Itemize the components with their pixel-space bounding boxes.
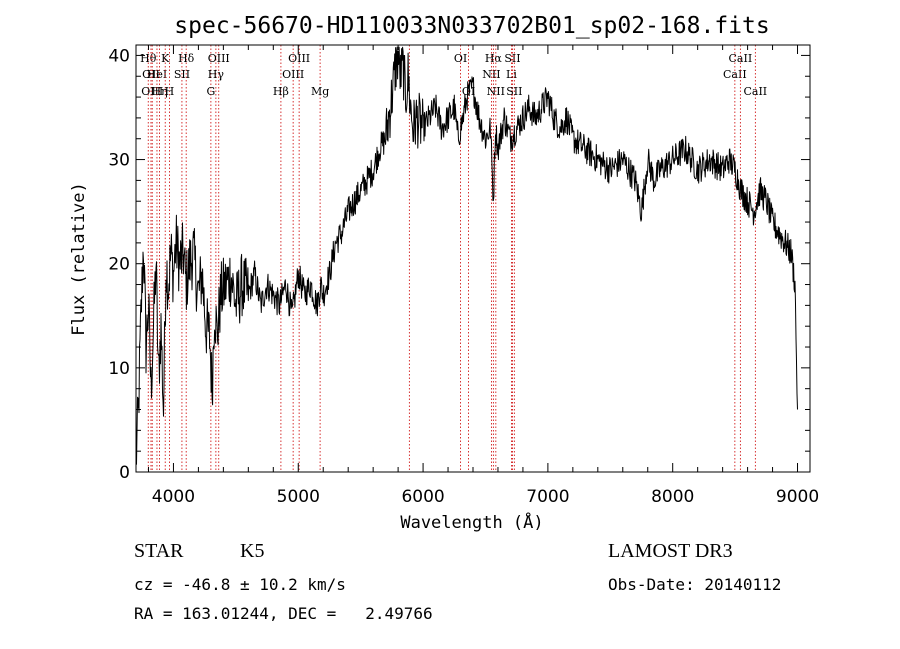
spectral-line-label: HeI [147,68,167,81]
y-axis-label: Flux (relative) [69,182,89,336]
x-tick-label: 6000 [401,487,444,507]
y-tick-label: 20 [108,255,130,275]
chart-title: spec-56670-HD110033N033702B01_sp02-168.f… [174,13,769,39]
axes: 4000 5000 6000 7000 8000 9000 0 10 20 30 40 [108,44,819,507]
spectral-line-label: Hθ [140,52,157,65]
spectral-line-label: CaII [729,52,753,65]
x-axis-label: Wavelength (Å) [400,511,543,533]
spectral-line-label: OIII [288,52,310,65]
spectral-line-label: OIII [141,85,163,98]
plot-frame [135,44,811,473]
class-label: STAR [134,540,184,562]
spectral-line-label: CaII [723,68,747,81]
y-tick-label: 0 [119,463,130,483]
line-markers: Hθ OII OIII HeI Hη K H SII Hδ G Hγ OIII Hβ OIII OIII Mg… [140,45,767,472]
spectral-line-label: OIII [208,52,230,65]
spectral-line-label: H [165,85,175,98]
spectral-line-label: Hδ [178,52,195,65]
spectral-line-label: Hη [151,85,167,98]
spectral-line-label: OII [142,68,160,81]
spectral-line-label: Mg [311,85,329,98]
x-tick-label: 5000 [277,487,320,507]
coordinates-text: RA = 163.01244, DEC = 2.49766 [134,604,433,623]
spectral-line-label: Hβ [273,85,289,98]
spectral-line-label: G [206,85,215,98]
spectral-line-label: Hγ [208,68,225,81]
spectral-line-label: OIII [282,68,304,81]
spectral-line-label: CaII [743,85,767,98]
redshift-text: cz = -46.8 ± 10.2 km/s [134,575,346,594]
y-tick-label: 40 [108,46,130,66]
spectral-line-label: SII [174,68,190,81]
obs-date-text: Obs-Date: 20140112 [608,575,782,594]
spectral-line-label: K [161,52,170,65]
spectral-line-label: OI [454,52,467,65]
spectral-line-label: Li [506,68,517,81]
x-tick-label: 7000 [526,487,569,507]
y-tick-label: 10 [108,359,130,379]
survey-label: LAMOST DR3 [608,540,733,562]
x-tick-label: 9000 [776,487,819,507]
spectrum-series [135,46,798,465]
subclass-label: K5 [240,540,265,562]
y-tick-label: 30 [108,151,130,171]
spectral-line-label: Hα [485,52,503,65]
spectral-line-label: SII [504,52,520,65]
spectrum-line [135,46,798,465]
spectral-line-label: NII [487,85,505,98]
spectral-line-label: SII [506,85,522,98]
x-tick-label: 4000 [152,487,195,507]
x-tick-label: 8000 [651,487,694,507]
spectral-line-label: NII [482,68,500,81]
